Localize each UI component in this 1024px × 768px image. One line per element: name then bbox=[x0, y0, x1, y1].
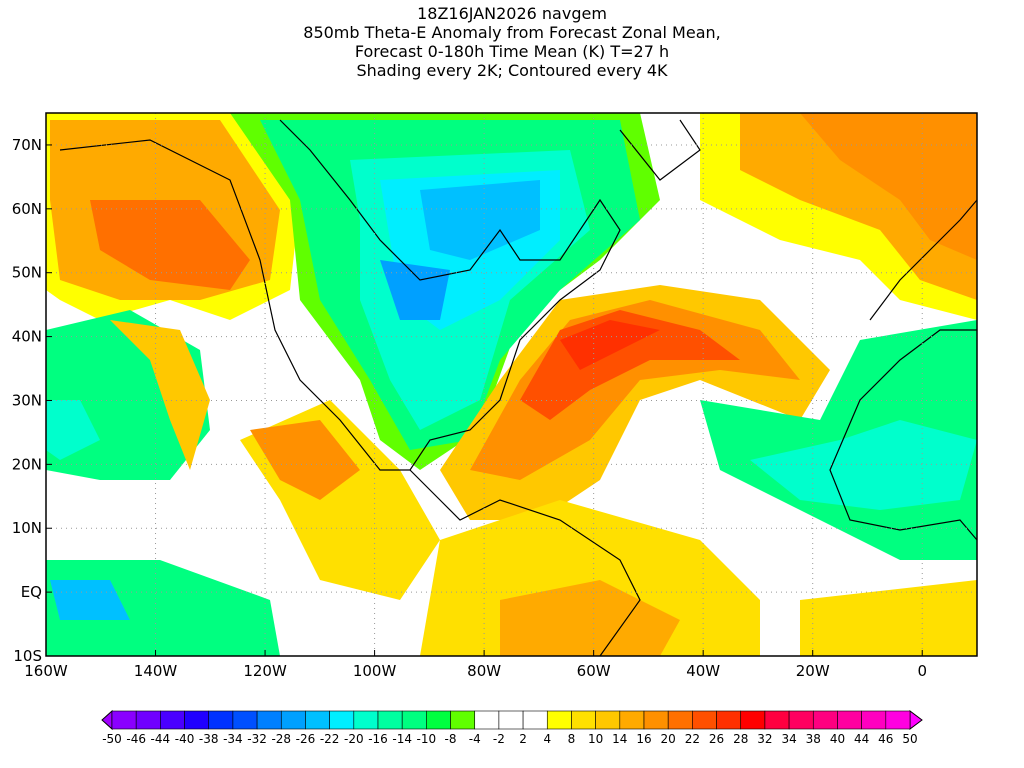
colorbar-label: -40 bbox=[175, 732, 195, 746]
x-tick-label: 120W bbox=[243, 662, 287, 680]
colorbar-label: 4 bbox=[543, 732, 551, 746]
colorbar-label: 8 bbox=[568, 732, 576, 746]
y-tick-label: 50N bbox=[12, 264, 42, 282]
colorbar-label: 10 bbox=[588, 732, 603, 746]
colorbar-swatch bbox=[498, 710, 524, 730]
colorbar: -50 -46 -44 -40 -38 -34 -32 -28 -26 -22 -20 -16 -14-… bbox=[101, 709, 923, 746]
colorbar-swatch bbox=[377, 710, 403, 730]
colorbar-label: -4 bbox=[469, 732, 481, 746]
title-line-4: Shading every 2K; Contoured every 4K bbox=[356, 61, 668, 80]
colorbar-swatch bbox=[208, 710, 234, 730]
colorbar-label: -8 bbox=[445, 732, 457, 746]
title-line-3: Forecast 0-180h Time Mean (K) T=27 h bbox=[354, 42, 670, 61]
x-tick-label: 100W bbox=[353, 662, 397, 680]
colorbar-label: 32 bbox=[757, 732, 772, 746]
colorbar-swatch bbox=[450, 710, 476, 730]
y-tick-label: 10N bbox=[12, 519, 42, 537]
x-tick-label: 0 bbox=[917, 662, 927, 680]
y-tick-label: 10S bbox=[13, 647, 42, 665]
colorbar-swatch bbox=[522, 710, 548, 730]
x-tick-label: 40W bbox=[686, 662, 720, 680]
colorbar-swatch bbox=[401, 710, 427, 730]
title-line-2: 850mb Theta-E Anomaly from Forecast Zona… bbox=[303, 23, 721, 42]
colorbar-swatch bbox=[643, 710, 669, 730]
colorbar-swatch bbox=[305, 710, 330, 730]
colorbar-label: -2 bbox=[493, 732, 505, 746]
colorbar-label: 50 bbox=[902, 732, 917, 746]
colorbar-swatch bbox=[716, 710, 742, 730]
colorbar-swatch bbox=[256, 710, 282, 730]
colorbar-swatch bbox=[764, 710, 790, 730]
colorbar-swatch bbox=[111, 710, 137, 730]
colorbar-label: -14 bbox=[392, 732, 412, 746]
colorbar-swatch bbox=[546, 710, 572, 730]
colorbar-swatch bbox=[667, 710, 693, 730]
shaded-field bbox=[46, 113, 977, 656]
x-tick-label: 80W bbox=[467, 662, 501, 680]
colorbar-label: 20 bbox=[661, 732, 676, 746]
y-tick-label: 30N bbox=[12, 391, 42, 409]
colorbar-label: -28 bbox=[271, 732, 291, 746]
colorbar-swatch bbox=[426, 710, 451, 730]
y-tick-label: EQ bbox=[21, 583, 42, 601]
colorbar-label: -44 bbox=[151, 732, 171, 746]
colorbar-swatch bbox=[740, 710, 766, 730]
colorbar-label: 34 bbox=[781, 732, 796, 746]
colorbar-label: -38 bbox=[199, 732, 219, 746]
colorbar-label: 22 bbox=[685, 732, 700, 746]
colorbar-label: 14 bbox=[612, 732, 627, 746]
x-tick-label: 140W bbox=[134, 662, 178, 680]
colorbar-swatch bbox=[619, 710, 645, 730]
colorbar-swatch bbox=[232, 710, 258, 730]
y-tick-label: 20N bbox=[12, 455, 42, 473]
map-frame bbox=[45, 112, 978, 657]
colorbar-label: 44 bbox=[854, 732, 869, 746]
colorbar-label: 16 bbox=[636, 732, 651, 746]
colorbar-low-arrow bbox=[101, 709, 113, 731]
colorbar-label: 38 bbox=[806, 732, 821, 746]
colorbar-label: -16 bbox=[368, 732, 388, 746]
colorbar-high-arrow bbox=[909, 710, 923, 730]
coastlines bbox=[59, 119, 977, 656]
colorbar-swatch bbox=[135, 710, 161, 730]
colorbar-label: -26 bbox=[296, 732, 316, 746]
x-tick-label: 20W bbox=[796, 662, 830, 680]
colorbar-swatch bbox=[353, 710, 379, 730]
colorbar-label: -22 bbox=[320, 732, 340, 746]
colorbar-label: -46 bbox=[126, 732, 146, 746]
colorbar-label: -10 bbox=[417, 732, 437, 746]
colorbar-swatch bbox=[788, 710, 814, 730]
colorbar-swatch bbox=[160, 710, 185, 730]
colorbar-label: -20 bbox=[344, 732, 364, 746]
colorbar-swatch bbox=[837, 710, 862, 730]
colorbar-swatch bbox=[329, 710, 355, 730]
colorbar-label: -34 bbox=[223, 732, 243, 746]
colorbar-swatch bbox=[692, 710, 717, 730]
colorbar-swatch bbox=[184, 710, 210, 730]
colorbar-swatch bbox=[861, 710, 887, 730]
colorbar-label: -50 bbox=[102, 732, 122, 746]
colorbar-swatch bbox=[812, 710, 838, 730]
colorbar-label: 26 bbox=[709, 732, 724, 746]
x-tick-label: 160W bbox=[24, 662, 68, 680]
colorbar-swatch bbox=[280, 710, 306, 730]
colorbar-label: -32 bbox=[247, 732, 267, 746]
x-tick-label: 60W bbox=[577, 662, 611, 680]
colorbar-swatch bbox=[885, 710, 911, 730]
colorbar-label: 28 bbox=[733, 732, 748, 746]
title-line-1: 18Z16JAN2026 navgem bbox=[417, 4, 607, 23]
y-tick-label: 40N bbox=[12, 328, 42, 346]
colorbar-swatch bbox=[474, 710, 500, 730]
colorbar-label: 40 bbox=[830, 732, 845, 746]
colorbar-label: 46 bbox=[878, 732, 893, 746]
colorbar-swatch bbox=[595, 710, 621, 730]
colorbar-swatch bbox=[571, 710, 596, 730]
y-tick-label: 70N bbox=[12, 136, 42, 154]
y-tick-label: 60N bbox=[12, 200, 42, 218]
colorbar-label: 2 bbox=[519, 732, 527, 746]
